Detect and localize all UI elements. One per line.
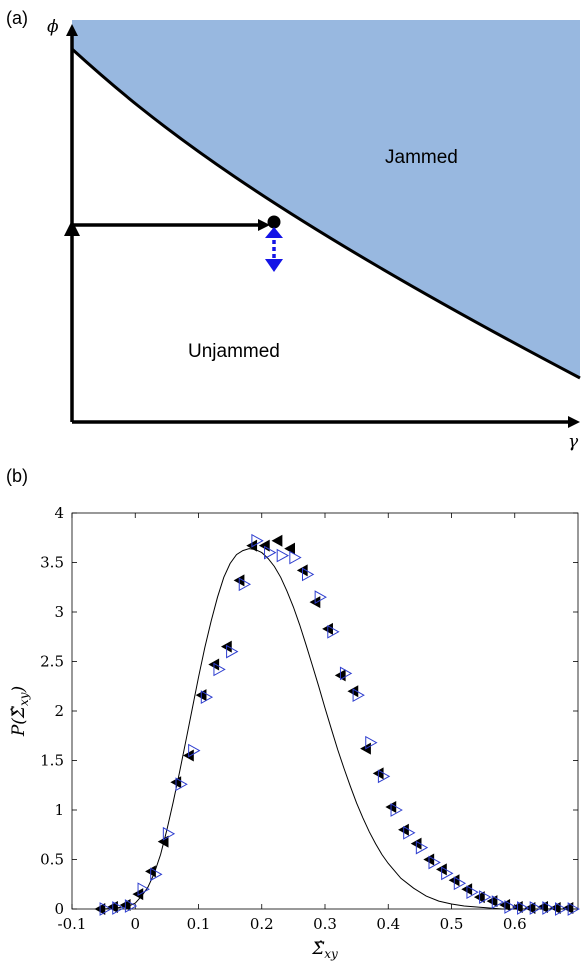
open-triangle-marker <box>415 840 429 855</box>
phi-axis-symbol: ϕ <box>47 17 59 37</box>
y-tick-label: 2 <box>54 702 64 720</box>
y-tick-label: 0.5 <box>40 851 64 869</box>
x-axis-title: Σ̂xy <box>311 939 338 961</box>
gamma-axis-symbol: γ <box>568 432 579 452</box>
open-triangle-marker <box>339 666 353 681</box>
jammed-region-label: Jammed <box>385 147 458 168</box>
open-triangle-marker <box>453 876 467 891</box>
plot-frame <box>71 512 579 910</box>
fit-curve-line <box>103 548 572 910</box>
open-triangle-marker <box>213 662 226 677</box>
open-triangle-marker <box>200 690 214 704</box>
fit-curve <box>103 548 572 910</box>
x-tick-label: 0.3 <box>313 915 337 933</box>
x-tick-label: 0.4 <box>376 915 400 933</box>
x-tick-label: 0.1 <box>187 915 211 933</box>
y-tick-label: 1 <box>54 801 64 819</box>
filled-triangle-marker <box>271 534 283 547</box>
open-triangle-marker <box>554 902 568 916</box>
y-axis-title: P(Σ̂xy) <box>9 686 31 737</box>
open-triangle-marker <box>352 688 365 703</box>
open-triangle-marker <box>137 882 150 897</box>
y-tick-label: 2.5 <box>40 653 64 671</box>
y-tick-label: 1.5 <box>40 752 64 770</box>
open-triangle-marker <box>466 885 479 900</box>
open-triangle-marker <box>124 899 138 913</box>
panel-a-label: (a) <box>6 8 28 28</box>
open-triangle-marker <box>188 743 201 758</box>
density-arrowhead <box>64 220 80 236</box>
open-triangle-marker <box>112 901 125 915</box>
open-triangle-marker <box>504 900 517 914</box>
panel-b-label: (b) <box>6 466 28 486</box>
y-tick-label: 0 <box>54 900 64 918</box>
y-tick-label: 3.5 <box>40 554 64 572</box>
open-triangle-marker <box>238 577 252 592</box>
open-triangle-marker <box>377 769 391 784</box>
y-axis-ticks: 0 0.5 1 1.5 2 2.5 3 3.5 4 <box>40 504 578 918</box>
unjammed-region-label: Unjammed <box>188 341 280 362</box>
x-tick-label: -0.1 <box>58 915 87 933</box>
open-triangle-marker <box>365 735 378 750</box>
panel-b: (b) -0.1 0 0.1 0.2 0.3 0.4 0.5 0.6 00.511.522.5… <box>6 466 580 961</box>
filled-triangle-marker <box>284 542 296 555</box>
open-triangle-marker <box>327 624 340 639</box>
data-series <box>94 533 580 916</box>
open-triangle-marker <box>567 902 580 916</box>
jammed-region <box>72 20 580 378</box>
open-triangle-marker <box>251 533 264 548</box>
filled-triangle-marker <box>258 539 270 552</box>
open-triangle-marker <box>150 867 163 882</box>
open-triangle-marker <box>264 545 277 560</box>
open-triangle-marker <box>175 777 188 792</box>
open-triangle-marker <box>542 901 555 915</box>
x-tick-label: 0.2 <box>250 915 274 933</box>
open-triangle-marker <box>314 590 327 604</box>
open-triangle-marker <box>276 548 290 563</box>
open-triangle-marker <box>403 825 416 840</box>
x-tick-label: 0.6 <box>503 915 527 933</box>
open-triangle-marker <box>441 866 454 881</box>
open-triangle-marker <box>491 895 505 909</box>
open-triangle-marker <box>517 901 530 915</box>
open-triangle-marker <box>529 901 543 915</box>
perturbation-arrow <box>265 227 283 272</box>
open-triangle-marker <box>301 567 315 582</box>
open-triangle-marker <box>99 902 112 916</box>
open-triangle-marker <box>289 550 302 565</box>
x-axis-ticks: -0.1 0 0.1 0.2 0.3 0.4 0.5 0.6 <box>58 513 527 933</box>
open-triangle-marker <box>226 644 239 659</box>
open-triangle-marker <box>479 890 492 904</box>
jamming-point-marker <box>267 215 281 229</box>
x-tick-label: 0 <box>130 915 140 933</box>
open-triangle-marker <box>162 826 176 841</box>
y-tick-label: 4 <box>54 504 64 522</box>
open-triangle-marker <box>428 855 441 870</box>
jamming-boundary-curve <box>70 47 581 380</box>
x-tick-label: 0.5 <box>440 915 464 933</box>
open-triangle-marker <box>390 803 403 817</box>
y-tick-label: 3 <box>54 603 64 621</box>
panel-a: (a) ϕ γ Jammed Unjammed <box>6 8 581 452</box>
